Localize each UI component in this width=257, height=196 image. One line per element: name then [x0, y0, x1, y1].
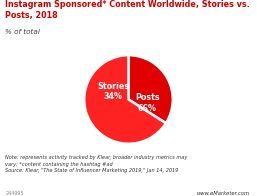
Text: Stories
34%: Stories 34%	[97, 82, 129, 101]
Text: Instagram Sponsored* Content Worldwide, Stories vs.
Posts, 2018: Instagram Sponsored* Content Worldwide, …	[5, 0, 250, 20]
Wedge shape	[128, 55, 173, 123]
Text: www.eMarketer.com: www.eMarketer.com	[196, 191, 249, 196]
Text: Posts
66%: Posts 66%	[135, 93, 159, 113]
Text: % of total: % of total	[5, 29, 40, 35]
Text: Note: represents activity tracked by Klear, broader industry metrics may
vary; *: Note: represents activity tracked by Kle…	[5, 155, 188, 173]
Wedge shape	[84, 55, 166, 144]
Text: 244995: 244995	[5, 191, 24, 196]
